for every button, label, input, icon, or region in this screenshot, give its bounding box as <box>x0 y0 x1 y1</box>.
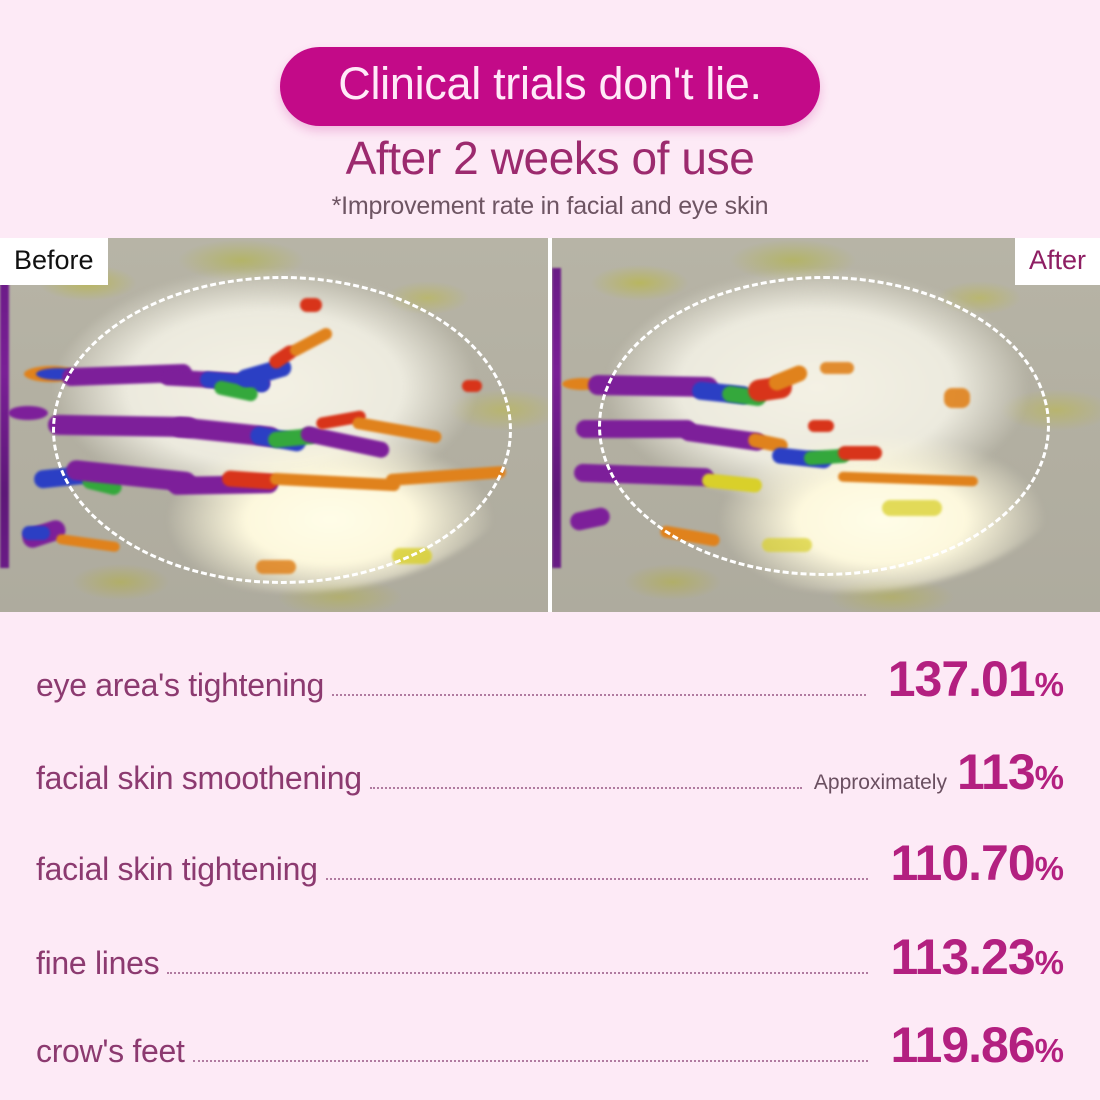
result-unit: % <box>1034 666 1064 703</box>
result-label: eye area's tightening <box>36 667 325 703</box>
leader-line <box>167 972 869 974</box>
result-value: 113.23 <box>890 929 1035 985</box>
before-after-comparison: Before After <box>0 238 1100 612</box>
leader-line <box>332 694 866 696</box>
result-unit: % <box>1034 850 1064 887</box>
result-row: crow's feet 119.86 % <box>0 1016 1100 1074</box>
leader-line <box>325 878 869 880</box>
edge-strip-icon <box>0 268 9 568</box>
hotspot-mark <box>882 500 942 516</box>
hotspot-mark <box>820 362 854 374</box>
result-row: fine lines 113.23 % <box>0 928 1100 986</box>
wrinkle-mark <box>838 446 882 460</box>
page-title: After 2 weeks of use <box>345 132 755 184</box>
footnote-text: *Improvement rate in facial and eye skin <box>331 192 769 220</box>
result-value: 137.01 <box>887 651 1036 707</box>
result-label: fine lines <box>36 945 160 981</box>
wrinkle-mark <box>576 420 696 438</box>
wrinkle-mark <box>8 406 48 420</box>
hotspot-mark <box>944 388 970 408</box>
badge-container: Clinical trials don't lie. <box>0 47 1100 126</box>
hotspot-mark <box>808 420 834 432</box>
result-unit: % <box>1034 944 1064 981</box>
result-value: 110.70 <box>890 835 1035 891</box>
hotspot-mark <box>256 560 296 574</box>
wrinkle-mark <box>22 526 50 540</box>
result-label: facial skin tightening <box>36 851 318 887</box>
hotspot-mark <box>300 298 322 312</box>
leader-line <box>192 1060 869 1062</box>
hotspot-mark <box>762 538 812 552</box>
clinical-trials-badge: Clinical trials don't lie. <box>280 47 820 126</box>
result-unit: % <box>1034 1032 1064 1069</box>
result-value: 113 <box>956 744 1036 800</box>
hotspot-mark <box>392 548 432 564</box>
result-row: eye area's tightening 137.01 % <box>0 650 1100 708</box>
leader-line <box>369 787 802 789</box>
before-label-tag: Before <box>0 238 108 285</box>
after-image-panel: After <box>552 238 1100 612</box>
result-unit: % <box>1034 759 1064 796</box>
after-label-tag: After <box>1014 238 1100 285</box>
result-prefix: Approximately <box>813 771 947 794</box>
results-list: eye area's tightening 137.01 % facial sk… <box>0 612 1100 1100</box>
header-section: Clinical trials don't lie. After 2 weeks… <box>0 0 1100 238</box>
result-value: 119.86 <box>890 1017 1035 1073</box>
result-row: facial skin smoothening Approximately 11… <box>0 743 1100 801</box>
edge-strip-icon <box>552 268 561 568</box>
before-image-panel: Before <box>0 238 548 612</box>
result-row: facial skin tightening 110.70 % <box>0 834 1100 892</box>
result-label: crow's feet <box>36 1033 185 1069</box>
hotspot-mark <box>462 380 482 392</box>
result-label: facial skin smoothening <box>36 760 362 796</box>
